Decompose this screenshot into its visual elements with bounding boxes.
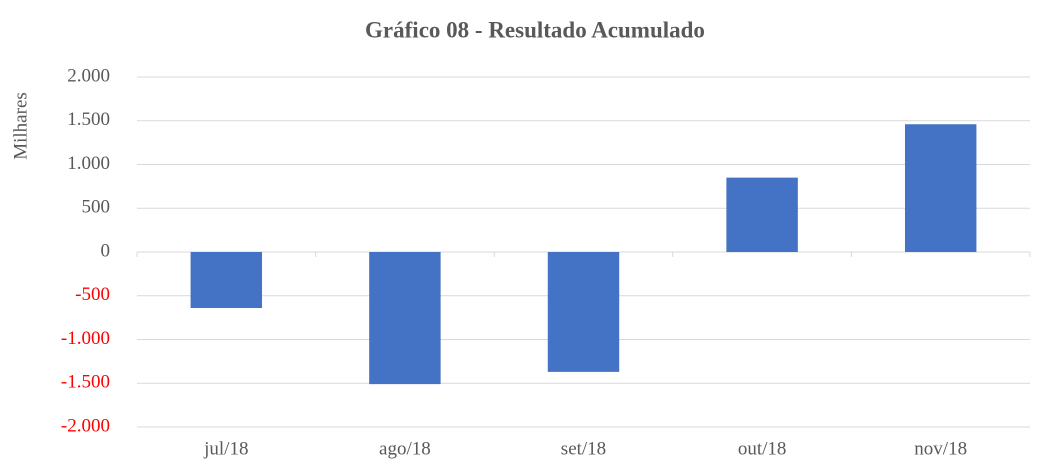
y-tick-label: -500 xyxy=(75,284,110,305)
x-tick-label: jul/18 xyxy=(203,438,248,459)
bar xyxy=(726,177,798,252)
x-tick-label: out/18 xyxy=(738,438,787,459)
y-tick-label: -1.000 xyxy=(61,328,110,349)
y-tick-label: 500 xyxy=(82,197,111,218)
y-tick-label: 2.000 xyxy=(67,65,110,86)
bar xyxy=(547,252,620,372)
x-tick-label: set/18 xyxy=(561,438,606,459)
y-tick-label: -2.000 xyxy=(61,415,110,436)
y-tick-label: 1.000 xyxy=(67,153,110,174)
x-tick-label: ago/18 xyxy=(379,438,431,459)
x-tick-label: nov/18 xyxy=(914,438,967,459)
y-tick-label: 1.500 xyxy=(67,109,110,130)
bar xyxy=(904,124,977,252)
bar xyxy=(369,252,441,385)
y-tick-label: -1.500 xyxy=(61,372,110,393)
y-tick-label: 0 xyxy=(101,240,111,261)
y-axis-label: Milhares xyxy=(10,92,31,160)
bar xyxy=(190,252,263,308)
chart-title: Gráfico 08 - Resultado Acumulado xyxy=(365,17,705,42)
